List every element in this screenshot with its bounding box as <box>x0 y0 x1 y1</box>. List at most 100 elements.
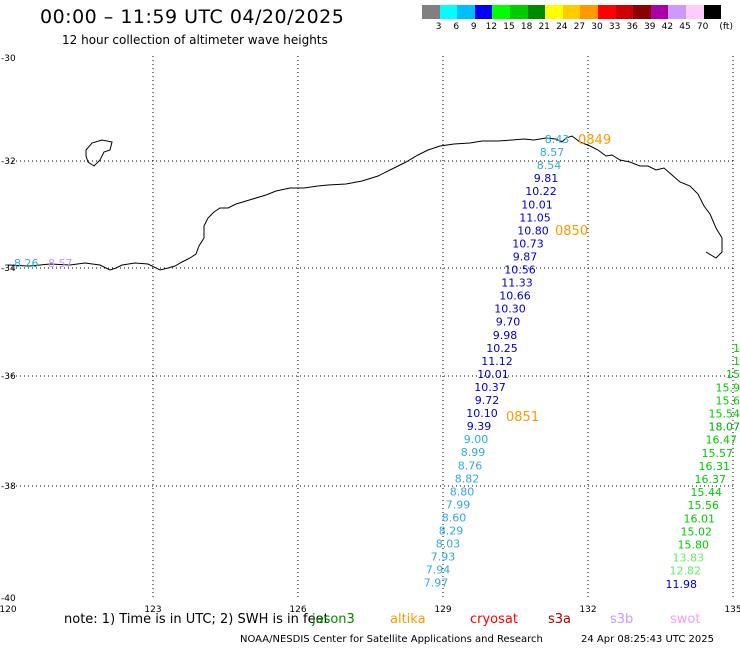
track-point-label: 11.05 <box>519 211 551 224</box>
legend-swatch <box>527 5 546 19</box>
legend-label: 30 <box>591 22 603 32</box>
track-point-label: 11.33 <box>501 277 533 290</box>
track-point-label: 8.57 <box>540 146 565 159</box>
legend-swatch <box>633 5 651 19</box>
legend-label: 18 <box>520 22 533 32</box>
track-point-label: 9.39 <box>467 420 492 433</box>
legend-label: 27 <box>573 22 586 32</box>
legend-label: 42 <box>661 22 674 32</box>
legend-label: 45 <box>679 22 691 32</box>
track-point-label: 9.70 <box>496 316 521 329</box>
track-point-label: 9.00 <box>464 433 489 446</box>
latitude-label: -34 <box>1 264 16 274</box>
track-point-label: 10.25 <box>486 342 518 355</box>
legend-swatch <box>474 5 493 19</box>
coastline <box>7 135 723 271</box>
legend-swatch <box>580 5 598 19</box>
legend-label: 24 <box>556 22 568 32</box>
west-point-label: 8.26 <box>14 257 39 270</box>
track-point-label: 11.12 <box>481 355 513 368</box>
coastline-kangaroo-island <box>85 139 113 167</box>
track-point-label: 10.10 <box>466 407 498 420</box>
track-point-label: 7.99 <box>446 498 471 511</box>
east-point-label: 15.56 <box>688 499 720 512</box>
satellite-label-s3a: s3a <box>548 612 572 627</box>
longitude-label: 126 <box>289 605 306 615</box>
satellite-label-jason3: jason3 <box>312 612 355 627</box>
page-title: 00:00 – 11:59 UTC 04/20/2025 <box>40 6 345 28</box>
legend-color-bar <box>422 5 722 19</box>
east-point-label: 16.47 <box>706 434 738 447</box>
track-point-label: 10.80 <box>517 224 549 237</box>
legend-label: 15 <box>503 22 515 32</box>
track-point-label: 10.37 <box>474 381 506 394</box>
track-point-label: 9.87 <box>513 250 538 263</box>
east-point-label: 15.9 <box>716 381 740 394</box>
east-point-label: 13.83 <box>673 552 705 565</box>
track-point-label: 10.01 <box>521 198 553 211</box>
legend-swatch <box>422 5 440 19</box>
east-point-label: 15.80 <box>678 539 710 552</box>
satellite-legend: jason3 altika cryosat s3a s3b swot <box>0 612 740 630</box>
legend-swatch <box>615 5 634 19</box>
east-point-label: 16.01 <box>684 512 716 525</box>
track-point-label: 8.99 <box>461 446 486 459</box>
legend-swatch <box>457 5 475 19</box>
latitude-label: -32 <box>1 157 16 167</box>
track-point-label: 10.66 <box>499 290 531 303</box>
longitude-label: 123 <box>144 605 161 615</box>
track-point-label: 8.80 <box>450 485 475 498</box>
track-point-label: 8.82 <box>455 472 480 485</box>
latitude-label: -36 <box>1 372 16 382</box>
track-point-label: 8.76 <box>458 459 483 472</box>
legend-swatch <box>668 5 686 19</box>
time-labels: 0849 0850 0851 <box>506 133 611 425</box>
legend-swatch <box>597 5 616 19</box>
legend-swatch <box>562 5 581 19</box>
legend-label: 70 <box>696 22 709 32</box>
east-point-label: 15.57 <box>702 447 734 460</box>
time-label: 0849 <box>578 133 611 148</box>
legend-label: 39 <box>644 22 656 32</box>
track-point-label: 7.93 <box>431 551 456 564</box>
legend-labels: 3 6 9 12 15 18 21 24 27 30 33 36 39 42 45 70 (ft) <box>422 22 740 36</box>
footer-timestamp: 24 Apr 08:25:43 UTC 2025 <box>581 634 714 645</box>
east-point-label: 12.82 <box>670 565 702 578</box>
east-point-label: 15.6 <box>716 394 740 407</box>
track-point-label: 10.22 <box>525 185 557 198</box>
east-point-label: 15.02 <box>681 525 713 538</box>
legend-swatch <box>545 5 563 19</box>
track-point-label: 9.98 <box>493 329 518 342</box>
east-point-label: 15 <box>726 368 740 381</box>
legend-swatch <box>509 5 528 19</box>
coastline-south-australia <box>7 135 723 271</box>
east-point-label: 15.54 <box>709 408 740 421</box>
latitude-labels: -30 -32 -34 -36 -38 -40 <box>1 54 16 604</box>
color-legend: 3 6 9 12 15 18 21 24 27 30 33 36 39 42 45 70 (ft) <box>422 5 733 32</box>
legend-label: 33 <box>608 22 621 32</box>
longitude-label: 129 <box>434 605 451 615</box>
latitude-label: -38 <box>1 482 16 492</box>
track-point-label: 10.56 <box>504 264 536 277</box>
satellite-label-altika: altika <box>390 612 426 627</box>
footer-credit: NOAA/NESDIS Center for Satellite Applica… <box>240 634 543 645</box>
page-subtitle: 12 hour collection of altimeter wave hei… <box>62 33 328 47</box>
track-point-label: 8.60 <box>442 511 467 524</box>
latitude-label: -40 <box>1 594 16 604</box>
time-label: 0850 <box>555 224 588 239</box>
satellite-track: 8.438.578.549.8110.2210.0111.0510.8010.7… <box>424 133 570 590</box>
legend-swatch <box>685 5 704 19</box>
legend-swatch <box>439 5 458 19</box>
latitude-label: -30 <box>1 54 16 64</box>
track-point-label: 10.01 <box>477 368 509 381</box>
lat-lon-grid <box>8 56 735 598</box>
longitude-label: 120 <box>0 605 17 615</box>
track-point-label: 9.72 <box>475 394 500 407</box>
east-point-label: 11.98 <box>666 578 698 591</box>
legend-label: (ft) <box>719 22 733 32</box>
satellite-label-cryosat: cryosat <box>470 612 518 627</box>
satellite-label-s3b: s3b <box>610 612 634 627</box>
east-point-label: 1 <box>733 355 740 368</box>
legend-swatch <box>492 5 510 19</box>
